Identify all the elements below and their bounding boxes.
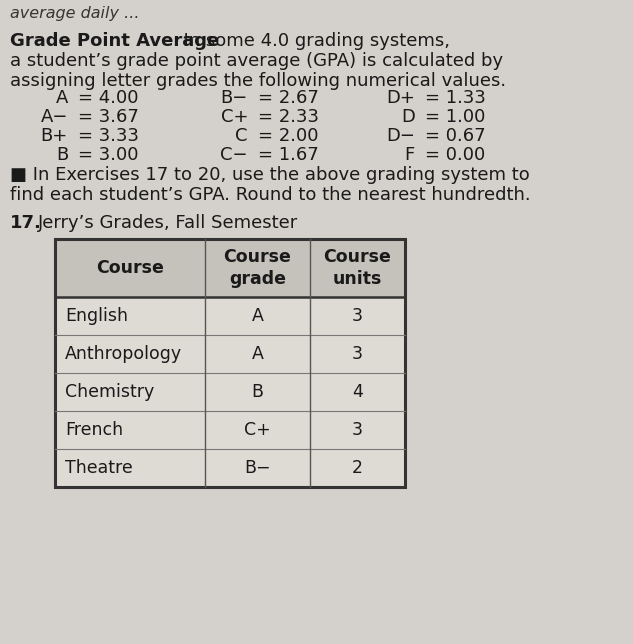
Text: Grade Point Average: Grade Point Average <box>10 32 219 50</box>
Text: assigning letter grades the following numerical values.: assigning letter grades the following nu… <box>10 72 506 90</box>
Text: = 2.33: = 2.33 <box>258 108 319 126</box>
Text: D+: D+ <box>386 89 415 107</box>
Text: = 1.00: = 1.00 <box>425 108 486 126</box>
Text: 2: 2 <box>352 459 363 477</box>
Text: 17.: 17. <box>10 214 42 232</box>
Text: = 3.67: = 3.67 <box>78 108 139 126</box>
Text: Course
grade: Course grade <box>223 248 291 288</box>
Text: C: C <box>235 127 248 145</box>
Text: F: F <box>404 146 415 164</box>
Text: A−: A− <box>41 108 68 126</box>
Text: 3: 3 <box>352 421 363 439</box>
Bar <box>55 239 405 487</box>
Text: = 2.00: = 2.00 <box>258 127 318 145</box>
Text: French: French <box>65 421 123 439</box>
Text: A: A <box>251 307 263 325</box>
Text: English: English <box>65 307 128 325</box>
Text: Jerry’s Grades, Fall Semester: Jerry’s Grades, Fall Semester <box>38 214 298 232</box>
Text: = 0.00: = 0.00 <box>425 146 486 164</box>
Text: B+: B+ <box>41 127 68 145</box>
Text: a student’s grade point average (GPA) is calculated by: a student’s grade point average (GPA) is… <box>10 52 503 70</box>
Bar <box>55 239 405 297</box>
Bar <box>55 373 405 411</box>
Text: = 1.67: = 1.67 <box>258 146 319 164</box>
Text: Course: Course <box>96 259 164 277</box>
Bar <box>55 297 405 335</box>
Text: find each student’s GPA. Round to the nearest hundredth.: find each student’s GPA. Round to the ne… <box>10 186 530 204</box>
Text: B−: B− <box>244 459 271 477</box>
Text: C+: C+ <box>244 421 271 439</box>
Text: Chemistry: Chemistry <box>65 383 154 401</box>
Text: 3: 3 <box>352 307 363 325</box>
Text: = 3.00: = 3.00 <box>78 146 139 164</box>
Text: 4: 4 <box>352 383 363 401</box>
Text: ■ In Exercises 17 to 20, use the above grading system to: ■ In Exercises 17 to 20, use the above g… <box>10 166 530 184</box>
Text: B: B <box>251 383 263 401</box>
Text: = 1.33: = 1.33 <box>425 89 486 107</box>
Text: C+: C+ <box>220 108 248 126</box>
Text: 3: 3 <box>352 345 363 363</box>
Text: Anthropology: Anthropology <box>65 345 182 363</box>
Text: Course
units: Course units <box>323 248 391 288</box>
Text: B: B <box>56 146 68 164</box>
Text: D−: D− <box>386 127 415 145</box>
Text: = 3.33: = 3.33 <box>78 127 139 145</box>
Text: D: D <box>401 108 415 126</box>
Bar <box>55 449 405 487</box>
Text: = 0.67: = 0.67 <box>425 127 486 145</box>
Text: Theatre: Theatre <box>65 459 133 477</box>
Text: A: A <box>251 345 263 363</box>
Bar <box>55 335 405 373</box>
Text: = 4.00: = 4.00 <box>78 89 139 107</box>
Text: B−: B− <box>221 89 248 107</box>
Text: average daily ...: average daily ... <box>10 6 139 21</box>
Text: In some 4.0 grading systems,: In some 4.0 grading systems, <box>172 32 450 50</box>
Text: = 2.67: = 2.67 <box>258 89 319 107</box>
Bar <box>55 411 405 449</box>
Text: A: A <box>56 89 68 107</box>
Text: C−: C− <box>220 146 248 164</box>
